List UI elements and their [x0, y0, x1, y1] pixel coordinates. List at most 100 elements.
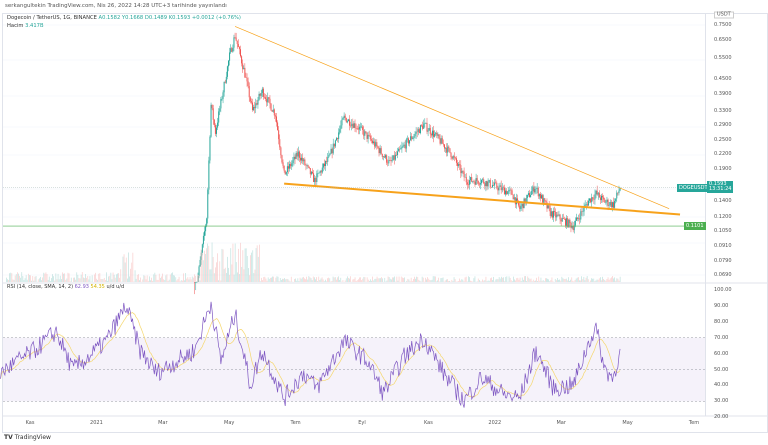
volume-bar	[233, 274, 235, 282]
volume-bar	[433, 276, 435, 282]
volume-bar	[255, 248, 257, 282]
volume-bar	[406, 280, 408, 282]
candle-body	[263, 96, 265, 98]
candle-body	[194, 282, 196, 283]
volume-bar	[441, 278, 443, 282]
candle-body	[221, 98, 223, 100]
volume-bar	[480, 281, 481, 282]
volume-bar	[278, 281, 280, 282]
candle-body	[337, 138, 339, 139]
candle-body	[291, 163, 293, 167]
candle-body	[571, 226, 573, 228]
volume-bar	[230, 248, 232, 282]
volume-bar	[262, 280, 263, 282]
volume-bar	[200, 249, 202, 282]
volume-bar	[219, 261, 221, 282]
volume-bar	[184, 280, 185, 282]
volume-bar	[197, 274, 199, 282]
candle-body	[281, 155, 283, 163]
candle-body	[614, 201, 616, 208]
volume-bar	[246, 255, 248, 282]
volume-bar	[144, 275, 146, 282]
candle-body	[454, 157, 456, 159]
candle-body	[434, 133, 436, 137]
candle-body	[222, 92, 224, 99]
volume-bar	[584, 280, 586, 282]
volume-bar	[8, 279, 9, 282]
candle-body	[617, 192, 619, 194]
candle-body	[471, 177, 473, 182]
candle-body	[278, 130, 280, 140]
volume-bar	[256, 245, 258, 282]
candle-body	[364, 131, 366, 136]
volume-bar	[235, 262, 237, 282]
price-tick-label: 0.1900	[714, 165, 732, 172]
volume-bar	[24, 278, 26, 282]
candle-body	[302, 157, 304, 162]
candle-body	[532, 186, 534, 192]
volume-bar	[185, 273, 186, 282]
candle-body	[519, 205, 521, 209]
volume-bar	[20, 277, 21, 282]
volume-bar	[389, 278, 391, 282]
candle-body	[424, 122, 426, 124]
volume-bar	[124, 262, 126, 282]
volume-bar	[377, 278, 379, 282]
volume-bar	[95, 272, 96, 282]
candle-body	[455, 158, 457, 163]
candle-body	[546, 202, 548, 209]
candle-body	[578, 218, 580, 219]
volume-bar	[117, 273, 118, 282]
volume-bar	[58, 279, 60, 282]
candle-body	[570, 222, 572, 228]
volume-bar	[398, 276, 400, 282]
volume-bar	[39, 278, 40, 282]
candle-body	[285, 172, 287, 175]
volume-bar	[527, 276, 529, 282]
volume-bar	[392, 277, 393, 282]
price-tick-label: 0.5500	[714, 54, 732, 61]
volume-bar	[345, 278, 347, 282]
candle-body	[361, 126, 363, 128]
volume-bar	[469, 277, 470, 282]
candle-body	[289, 163, 291, 169]
volume-bar	[598, 278, 600, 282]
volume-bar	[561, 276, 563, 282]
volume-bar	[581, 276, 582, 282]
candle-body	[433, 130, 435, 137]
volume-bar	[153, 274, 155, 282]
tradingview-logo[interactable]: TV TradingView	[4, 434, 51, 441]
candle-body	[308, 166, 310, 169]
volume-bar	[540, 277, 542, 282]
volume-bar	[618, 280, 620, 282]
volume-bar	[205, 253, 206, 282]
volume-bar	[183, 273, 184, 282]
rsi-label[interactable]: RSI (14, close, SMA, 14, 2)	[7, 284, 74, 290]
volume-bar	[188, 279, 190, 282]
time-tick-label: May	[622, 420, 633, 426]
bar-countdown: 13:31:24	[709, 186, 732, 192]
price-axis[interactable]: USDT 0.7500 0.6500 0.5500 0.4500 0.3900 0.330…	[705, 11, 768, 420]
volume-bar	[284, 278, 285, 282]
volume-bar	[250, 255, 251, 282]
volume-bar	[199, 280, 201, 282]
volume-bar	[503, 277, 504, 282]
volume-bar	[574, 279, 576, 282]
volume-bar	[140, 277, 141, 282]
candle-body	[299, 157, 301, 161]
volume-bar	[189, 277, 191, 282]
volume-bar	[80, 274, 82, 282]
volume-bar	[429, 279, 431, 282]
volume-bar	[614, 277, 615, 282]
candle-body	[265, 97, 267, 99]
candle-body	[459, 164, 461, 166]
volume-bar	[102, 279, 104, 282]
currency-label[interactable]: USDT	[714, 11, 734, 19]
volume-bar	[411, 280, 413, 282]
volume-bar	[68, 273, 70, 282]
symbol-name[interactable]: Dogecoin / TetherUS, 1G, BINANCE	[7, 15, 97, 21]
volume-bar	[535, 280, 536, 282]
volume-bar	[56, 279, 58, 282]
candle-body	[301, 157, 303, 161]
